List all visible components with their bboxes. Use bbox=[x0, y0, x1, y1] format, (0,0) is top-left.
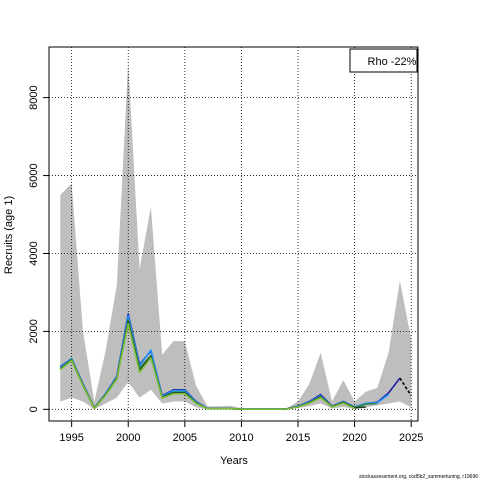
series-layer bbox=[59, 313, 412, 411]
terminal-series-line bbox=[399, 377, 412, 397]
y-tick-label: 2000 bbox=[28, 319, 40, 343]
x-axis: 1995 2000 2005 2010 2015 2020 2025 bbox=[59, 420, 423, 444]
x-tick-label: 2025 bbox=[399, 432, 423, 444]
y-axis: 0 2000 4000 6000 8000 bbox=[28, 85, 49, 412]
confidence-band-layer bbox=[60, 62, 412, 410]
x-axis-label: Years bbox=[220, 455, 248, 467]
series-line bbox=[59, 322, 355, 411]
y-tick-label: 0 bbox=[28, 406, 40, 412]
y-tick-label: 4000 bbox=[28, 241, 40, 265]
footer-text: stockassessment.org, cod5b2_summertuning… bbox=[359, 474, 478, 480]
x-tick-label: 1995 bbox=[59, 432, 83, 444]
legend: Rho -22% bbox=[349, 48, 418, 73]
legend-text: Rho -22% bbox=[368, 56, 417, 68]
x-tick-label: 2015 bbox=[286, 432, 310, 444]
grid-layer bbox=[49, 47, 418, 421]
x-tick-label: 2010 bbox=[229, 432, 253, 444]
y-axis-label: Recruits (age 1) bbox=[3, 196, 15, 274]
x-tick-label: 2000 bbox=[116, 432, 140, 444]
confidence-band bbox=[60, 62, 412, 410]
y-tick-label: 8000 bbox=[28, 85, 40, 109]
legend-box bbox=[349, 48, 418, 73]
x-tick-label: 2005 bbox=[173, 432, 197, 444]
y-tick-label: 6000 bbox=[28, 163, 40, 187]
x-tick-label: 2020 bbox=[342, 432, 366, 444]
